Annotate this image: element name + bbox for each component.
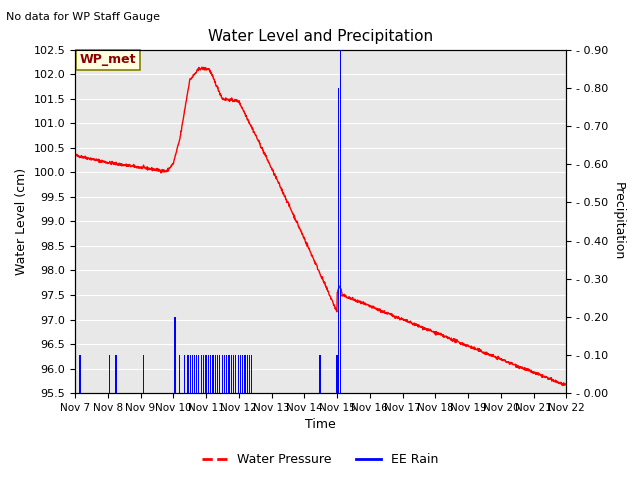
Bar [192,355,193,393]
Bar [194,355,195,393]
Text: WP_met: WP_met [80,53,136,66]
Bar [115,355,116,393]
Bar [337,355,338,393]
Title: Water Level and Precipitation: Water Level and Precipitation [208,29,433,44]
Bar [252,355,253,393]
Bar [109,355,110,393]
Bar [188,355,189,393]
Bar [226,355,227,393]
Bar [79,355,81,393]
Bar [242,355,243,393]
Bar [179,355,180,393]
Bar [208,355,209,393]
Legend: Water Pressure, EE Rain: Water Pressure, EE Rain [196,448,444,471]
Y-axis label: Water Level (cm): Water Level (cm) [15,168,28,275]
Bar [233,355,234,393]
Bar [244,355,246,393]
Bar [221,355,223,393]
Bar [212,355,214,393]
Text: No data for WP Staff Gauge: No data for WP Staff Gauge [6,12,161,22]
Bar [237,355,239,393]
Bar [143,355,145,393]
Bar [224,355,225,393]
Bar [205,355,207,393]
Bar [340,50,341,393]
Bar [174,317,175,393]
Bar [240,355,241,393]
Bar [184,355,186,393]
X-axis label: Time: Time [305,419,336,432]
Bar [230,355,232,393]
Bar [196,355,198,393]
Bar [210,355,211,393]
Bar [249,355,250,393]
Bar [189,355,191,393]
Bar [338,88,339,393]
Bar [319,355,321,393]
Bar [217,355,218,393]
Bar [200,355,202,393]
Bar [203,355,204,393]
Bar [214,355,216,393]
Bar [247,355,248,393]
Bar [228,355,230,393]
Y-axis label: Precipitation: Precipitation [612,182,625,261]
Bar [198,355,200,393]
